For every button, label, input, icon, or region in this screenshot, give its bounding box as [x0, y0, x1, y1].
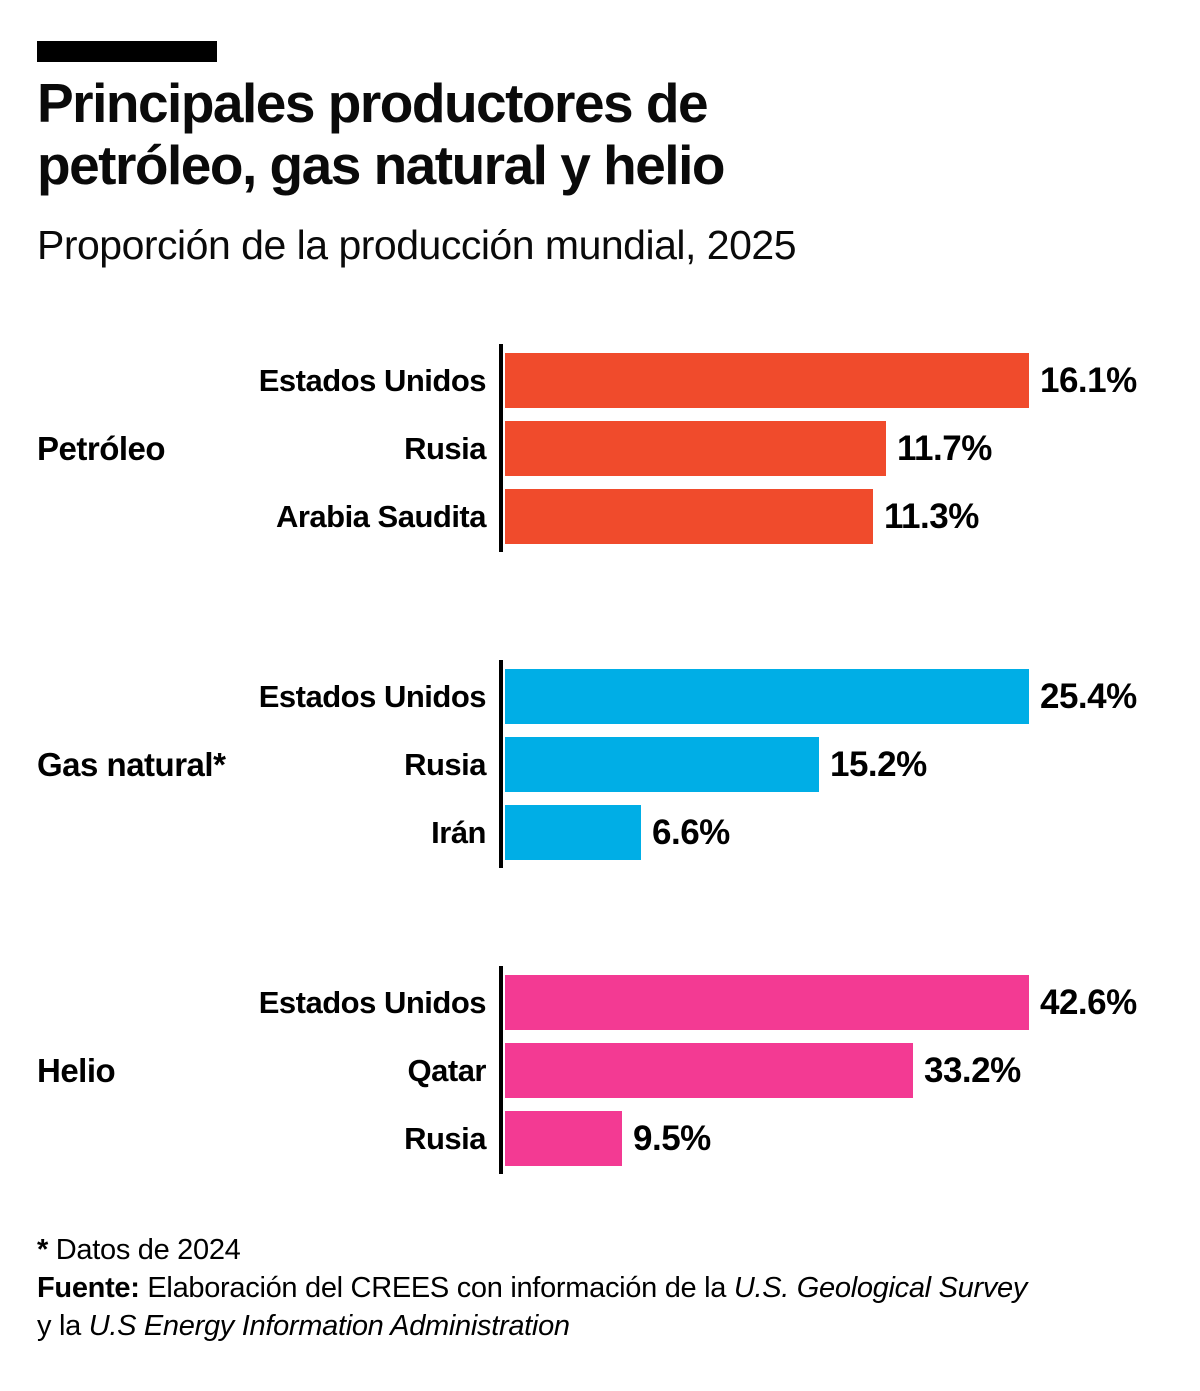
value-label: 25.4%: [1040, 676, 1137, 716]
category-label: Rusia: [404, 746, 486, 782]
footer: * Datos de 2024 Fuente: Elaboración del …: [37, 1231, 1167, 1345]
value-label: 6.6%: [652, 812, 730, 852]
chart-section-gas-natural: Gas natural* Estados Unidos 25.4% Rusia …: [0, 660, 1200, 868]
axis-line: [499, 966, 503, 1174]
bar-row: Rusia 11.7%: [0, 421, 1200, 476]
bar-row: Arabia Saudita 11.3%: [0, 489, 1200, 544]
value-label: 42.6%: [1040, 982, 1137, 1022]
category-label: Rusia: [404, 430, 486, 466]
category-label: Irán: [431, 814, 486, 850]
kicker-bar: [37, 41, 217, 62]
bar-qatar-helio: [505, 1043, 913, 1098]
title-line-2: petróleo, gas natural y helio: [37, 134, 725, 196]
value-label: 15.2%: [830, 744, 927, 784]
bar-rusia-gas: [505, 737, 819, 792]
footnote-marker: *: [37, 1234, 48, 1266]
category-label: Estados Unidos: [258, 678, 487, 714]
axis-line: [499, 344, 503, 552]
category-label: Estados Unidos: [258, 362, 487, 398]
source-connector: y la: [37, 1310, 89, 1342]
source-line: Fuente: Elaboración del CREES con inform…: [37, 1269, 1167, 1345]
bar-iran-gas: [505, 805, 641, 860]
page-title: Principales productores de petróleo, gas …: [37, 72, 725, 196]
source-italic-1: U.S. Geological Survey: [733, 1272, 1028, 1304]
section-title-helio: Helio: [37, 1052, 116, 1089]
bar-row: Rusia 9.5%: [0, 1111, 1200, 1166]
bar-row: Estados Unidos 25.4%: [0, 669, 1200, 724]
chart-section-helio: Helio Estados Unidos 42.6% Qatar 33.2% R…: [0, 966, 1200, 1174]
source-label: Fuente:: [37, 1272, 140, 1304]
category-label: Qatar: [407, 1052, 487, 1088]
section-title-petroleo: Petróleo: [37, 430, 166, 467]
value-label: 11.3%: [884, 496, 979, 536]
bar-row: Qatar 33.2%: [0, 1043, 1200, 1098]
title-line-1: Principales productores de: [37, 72, 709, 134]
bar-estados-unidos-petroleo: [505, 353, 1029, 408]
value-label: 33.2%: [924, 1050, 1021, 1090]
category-label: Arabia Saudita: [275, 498, 487, 534]
source-italic-2: U.S Energy Information Administration: [88, 1310, 570, 1342]
bar-row: Estados Unidos 16.1%: [0, 353, 1200, 408]
chart-section-petroleo: Petróleo Estados Unidos 16.1% Rusia 11.7…: [0, 344, 1200, 552]
source-text: Elaboración del CREES con información de…: [139, 1272, 734, 1304]
category-label: Estados Unidos: [258, 984, 487, 1020]
section-title-gas-natural: Gas natural*: [37, 746, 226, 783]
footnote-text: Datos de 2024: [48, 1234, 241, 1266]
footnote: * Datos de 2024: [37, 1231, 1167, 1269]
bar-estados-unidos-gas: [505, 669, 1029, 724]
bar-rows: Estados Unidos 16.1% Rusia 11.7% Arabia …: [0, 353, 1200, 544]
category-label: Rusia: [404, 1120, 486, 1156]
bar-rows: Estados Unidos 42.6% Qatar 33.2% Rusia 9…: [0, 975, 1200, 1166]
page-subtitle: Proporción de la producción mundial, 202…: [37, 222, 797, 268]
bar-row: Estados Unidos 42.6%: [0, 975, 1200, 1030]
bar-rusia-petroleo: [505, 421, 886, 476]
bar-rows: Estados Unidos 25.4% Rusia 15.2% Irán 6.…: [0, 669, 1200, 860]
axis-line: [499, 660, 503, 868]
bar-rusia-helio: [505, 1111, 622, 1166]
bar-estados-unidos-helio: [505, 975, 1029, 1030]
bar-arabia-saudita-petroleo: [505, 489, 873, 544]
bar-row: Rusia 15.2%: [0, 737, 1200, 792]
value-label: 9.5%: [633, 1118, 711, 1158]
bar-row: Irán 6.6%: [0, 805, 1200, 860]
value-label: 11.7%: [897, 428, 992, 468]
value-label: 16.1%: [1040, 360, 1137, 400]
